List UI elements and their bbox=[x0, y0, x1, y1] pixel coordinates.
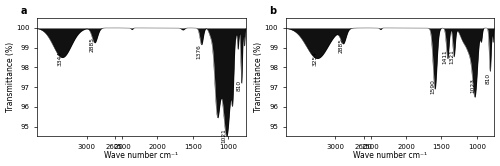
Text: 810: 810 bbox=[485, 73, 490, 84]
Y-axis label: Transmittance (%): Transmittance (%) bbox=[254, 42, 263, 112]
X-axis label: Wave number cm⁻¹: Wave number cm⁻¹ bbox=[353, 151, 427, 161]
Text: 1376: 1376 bbox=[196, 44, 202, 59]
Text: 1590: 1590 bbox=[430, 79, 435, 94]
Text: 2885: 2885 bbox=[338, 38, 344, 53]
X-axis label: Wave number cm⁻¹: Wave number cm⁻¹ bbox=[104, 151, 178, 161]
Text: 3254: 3254 bbox=[312, 51, 318, 66]
Text: 1023: 1023 bbox=[470, 78, 475, 93]
Text: 810: 810 bbox=[236, 80, 242, 91]
Text: 1411: 1411 bbox=[442, 49, 448, 64]
Text: a: a bbox=[20, 6, 27, 16]
Y-axis label: Transmittance (%): Transmittance (%) bbox=[6, 42, 15, 112]
Text: 1021: 1021 bbox=[222, 128, 226, 143]
Text: 2885: 2885 bbox=[90, 37, 95, 52]
Text: 3344: 3344 bbox=[58, 51, 62, 66]
Text: 1321: 1321 bbox=[449, 49, 454, 64]
Text: b: b bbox=[269, 6, 276, 16]
